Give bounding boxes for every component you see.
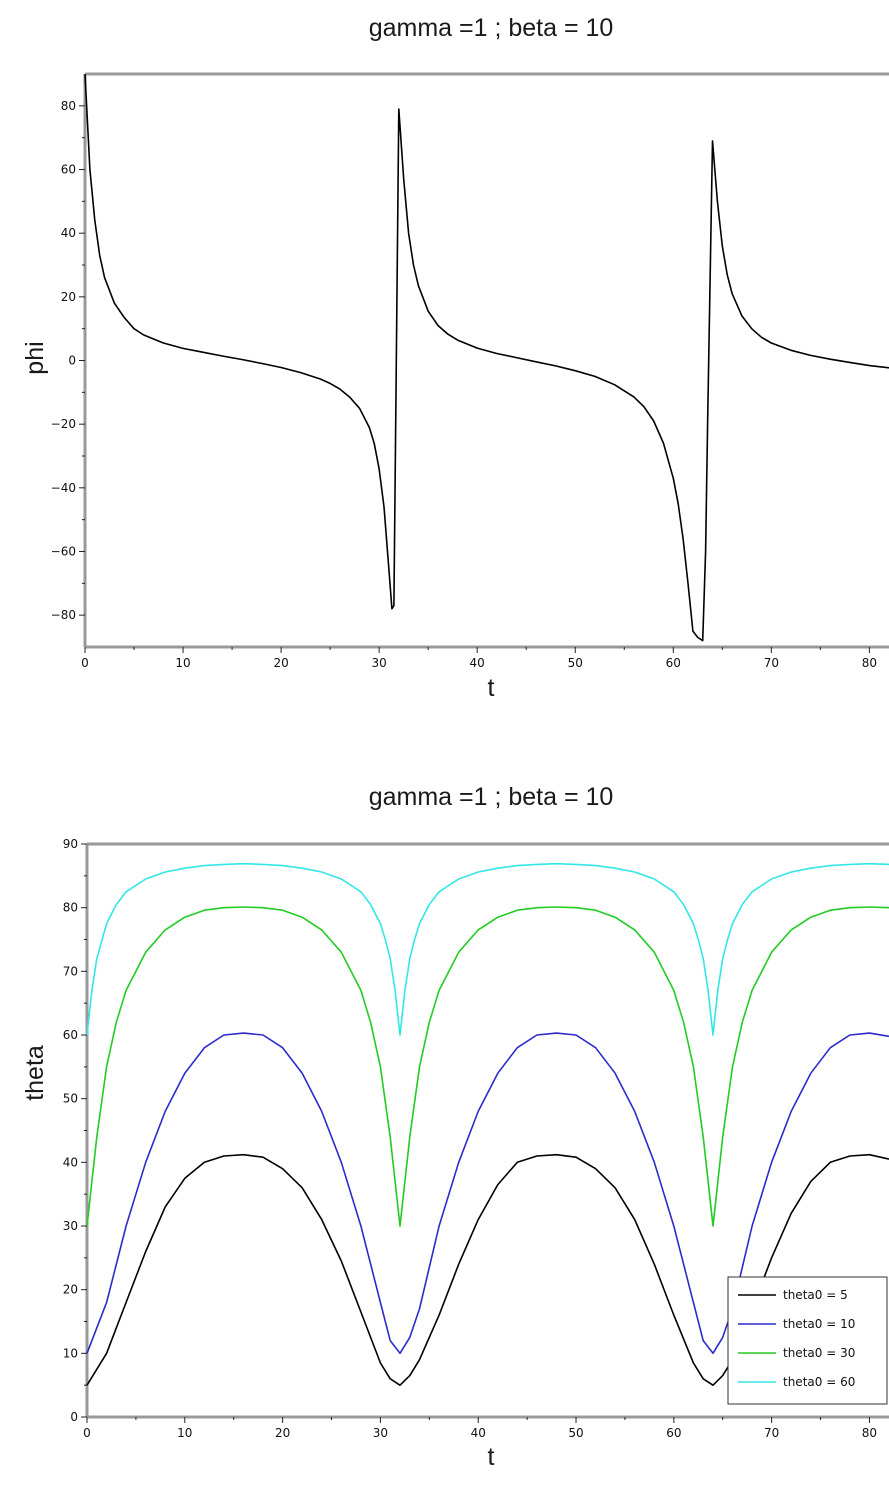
x-tick-label: 40	[470, 656, 485, 670]
x-tick-label: 50	[568, 656, 583, 670]
legend-label: theta0 = 5	[783, 1288, 848, 1302]
y-tick-label: −80	[51, 608, 76, 622]
x-tick-label: 70	[764, 656, 779, 670]
x-tick-label: 40	[471, 1426, 486, 1440]
y-tick-label: −20	[51, 417, 76, 431]
y-tick-label: 0	[68, 354, 76, 368]
y-tick-label: 70	[63, 964, 78, 978]
x-axis-label: t	[488, 1443, 495, 1471]
legend-label: theta0 = 60	[783, 1375, 855, 1389]
y-tick-label: 0	[70, 1410, 78, 1424]
y-tick-label: 90	[63, 837, 78, 851]
y-tick-label: 10	[63, 1346, 78, 1360]
legend-box	[727, 1276, 888, 1405]
legend: theta0 = 5 theta0 = 10 theta0 = 30 theta0 =…	[727, 1276, 888, 1405]
x-tick-label: 50	[568, 1426, 583, 1440]
y-tick-label: 30	[63, 1219, 78, 1233]
legend-label: theta0 = 10	[783, 1317, 855, 1331]
phi-figure: gamma =1 ; beta = 10 t phi −80 −60 −40 −20 0…	[21, 14, 889, 702]
series-line-phi	[84, 73, 889, 642]
x-tick-label: 20	[273, 656, 288, 670]
x-tick-label: 0	[83, 1426, 91, 1440]
series-line-theta0-60	[86, 862, 889, 1036]
y-tick-label: 60	[61, 163, 76, 177]
y-axis-label: phi	[21, 341, 49, 374]
x-tick-label: 10	[175, 656, 190, 670]
y-tick-label: 60	[63, 1028, 78, 1042]
y-tick-label: −40	[51, 481, 76, 495]
theta-chart-svg: gamma =1 ; beta = 10 t theta 0 10 20 30 40 50…	[21, 783, 889, 1471]
y-tick-label: −60	[51, 545, 76, 559]
x-tick-label: 60	[666, 1426, 681, 1440]
y-tick-label: 40	[63, 1155, 78, 1169]
y-tick-label: 40	[61, 226, 76, 240]
x-tick-label: 0	[81, 656, 89, 670]
x-tick-label: 80	[862, 1426, 877, 1440]
x-tick-label: 20	[275, 1426, 290, 1440]
theta-figure: gamma =1 ; beta = 10 t theta 0 10 20 30 40 50…	[0, 747, 889, 1494]
x-tick-label: 30	[373, 1426, 388, 1440]
x-tick-label: 80	[862, 656, 877, 670]
y-tick-label: 80	[61, 99, 76, 113]
legend-label: theta0 = 30	[783, 1346, 855, 1360]
series-line-theta0-10	[86, 1032, 889, 1355]
y-axis-label: theta	[21, 1045, 49, 1101]
x-tick-label: 60	[666, 656, 681, 670]
x-tick-label: 10	[177, 1426, 192, 1440]
chart-title: gamma =1 ; beta = 10	[369, 783, 614, 811]
y-tick-label: 50	[63, 1092, 78, 1106]
y-tick-label: 20	[61, 290, 76, 304]
x-axis-label: t	[488, 674, 495, 702]
y-tick-label: 80	[63, 901, 78, 915]
phi-chart-svg: gamma =1 ; beta = 10 t phi −80 −60 −40 −20 0…	[21, 14, 889, 702]
x-tick-label: 70	[764, 1426, 779, 1440]
x-tick-label: 30	[372, 656, 387, 670]
chart-title: gamma =1 ; beta = 10	[369, 14, 614, 42]
series-line-theta0-30	[86, 906, 889, 1227]
y-tick-label: 20	[63, 1283, 78, 1297]
